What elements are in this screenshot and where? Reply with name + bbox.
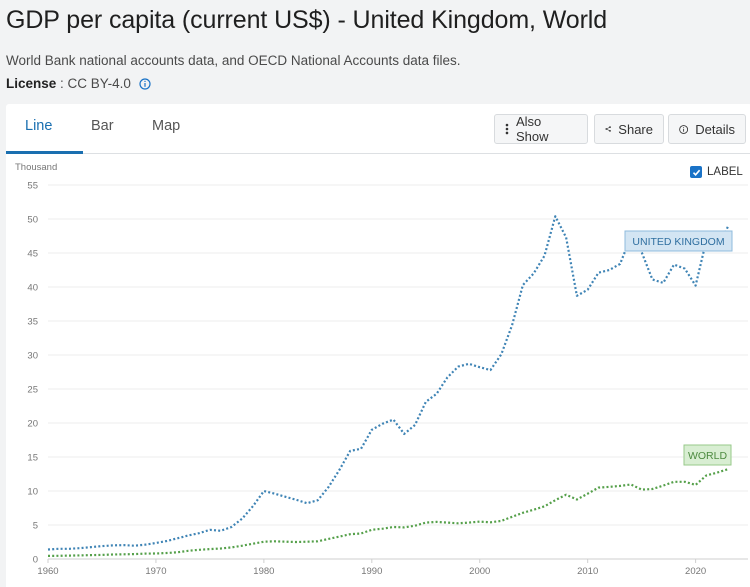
series-label-world: WORLD (688, 450, 728, 462)
series-label-united-kingdom: UNITED KINGDOM (632, 236, 724, 248)
y-tick-label: 20 (27, 419, 38, 430)
share-button[interactable]: Share (594, 114, 664, 144)
x-tick-label: 1970 (145, 566, 166, 577)
x-tick-label: 1990 (361, 566, 382, 577)
view-tabs: Line Bar Map Also Show Share Details (6, 104, 750, 154)
info-icon[interactable] (139, 77, 151, 90)
y-tick-label: 40 (27, 283, 38, 294)
y-tick-label: 50 (27, 215, 38, 226)
x-tick-label: 1980 (253, 566, 274, 577)
details-label: Details (695, 121, 735, 137)
also-show-button[interactable]: Also Show (494, 114, 588, 144)
info-circle-icon (679, 124, 689, 134)
page-title: GDP per capita (current US$) - United Ki… (6, 6, 608, 34)
x-tick-label: 2010 (577, 566, 598, 577)
y-tick-label: 45 (27, 249, 38, 260)
license-label: License (6, 76, 57, 91)
chart-card: Line Bar Map Also Show Share Details (6, 104, 750, 587)
y-tick-label: 30 (27, 351, 38, 362)
label-toggle-text: LABEL (707, 166, 743, 178)
x-tick-label: 1960 (37, 566, 58, 577)
details-button[interactable]: Details (668, 114, 746, 144)
y-unit-label: Thousand (15, 162, 57, 173)
share-icon (605, 126, 611, 132)
y-tick-label: 15 (27, 453, 38, 464)
source-note: World Bank national accounts data, and O… (6, 53, 461, 68)
x-tick-label: 2020 (685, 566, 706, 577)
tab-line[interactable]: Line (25, 118, 53, 134)
y-tick-label: 55 (27, 181, 38, 192)
y-tick-label: 5 (33, 521, 38, 532)
also-show-label: Also Show (515, 114, 549, 144)
tab-bar[interactable]: Bar (91, 118, 114, 134)
series-label-box-united-kingdom (624, 230, 733, 252)
y-tick-label: 10 (27, 487, 38, 498)
tab-map[interactable]: Map (152, 118, 181, 134)
checkmark-icon (692, 169, 700, 176)
y-tick-label: 25 (27, 385, 38, 396)
label-toggle[interactable]: LABEL (690, 166, 743, 178)
active-tab-indicator (6, 151, 83, 154)
y-tick-label: 35 (27, 317, 38, 328)
series-line-united-kingdom (47, 215, 729, 551)
share-label: Share (618, 121, 653, 137)
series-label-box-world (683, 444, 732, 466)
label-checkbox[interactable] (690, 166, 702, 178)
more-vertical-icon (505, 123, 509, 135)
license-value: : CC BY-4.0 (60, 76, 131, 91)
line-chart: Thousand 0 5 10 15 20 25 30 35 40 45 50 55 1960 1970 19… (15, 162, 748, 577)
license-line: License : CC BY-4.0 (6, 76, 151, 91)
x-tick-label: 2000 (469, 566, 490, 577)
y-tick-label: 0 (33, 555, 38, 566)
